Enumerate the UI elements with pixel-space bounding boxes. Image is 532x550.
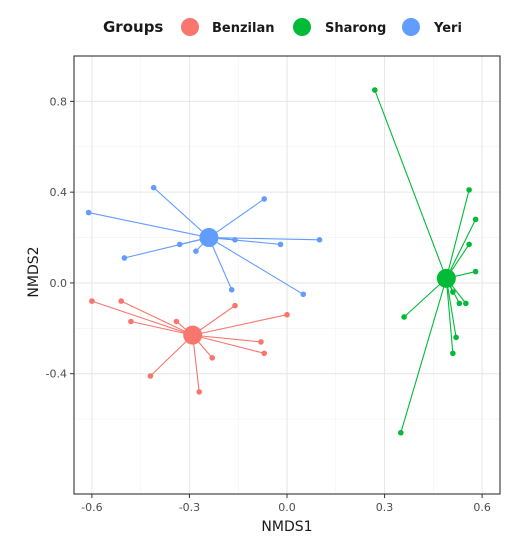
data-point xyxy=(209,355,216,361)
data-point xyxy=(232,237,238,243)
spoke-line xyxy=(192,334,265,354)
legend-label-benzilan: Benzilan xyxy=(212,21,275,36)
data-point xyxy=(147,373,154,379)
spoke-line xyxy=(130,320,193,336)
spoke-line xyxy=(208,237,281,245)
data-point xyxy=(150,184,157,191)
spoke-line xyxy=(403,277,447,318)
data-point xyxy=(316,237,323,243)
spoke-line xyxy=(208,237,320,241)
data-point xyxy=(261,350,268,357)
spoke-line xyxy=(445,278,457,338)
data-point xyxy=(261,196,268,202)
legend-key-benzilan xyxy=(181,18,199,36)
data-point xyxy=(463,300,469,307)
data-point xyxy=(456,300,463,307)
data-point xyxy=(128,318,134,325)
data-point xyxy=(232,302,238,309)
data-point xyxy=(228,286,235,293)
data-point xyxy=(466,187,472,193)
spoke-line xyxy=(192,334,262,343)
spoke-line xyxy=(445,278,454,354)
y-tick-label: -0.4 xyxy=(46,368,67,381)
data-point xyxy=(173,318,180,325)
data-point xyxy=(193,248,199,254)
data-point xyxy=(372,87,378,93)
data-point xyxy=(196,389,202,395)
x-tick-label: 0.0 xyxy=(278,501,296,514)
data-point xyxy=(472,268,479,275)
legend-key-sharong xyxy=(293,18,311,36)
series-yeri xyxy=(85,184,323,298)
data-point xyxy=(258,339,264,345)
centroid-point xyxy=(436,268,456,288)
y-tick-label: 0.0 xyxy=(50,277,68,290)
data-point xyxy=(472,216,479,223)
data-point xyxy=(450,350,456,357)
spoke-line xyxy=(374,89,447,279)
data-point xyxy=(277,241,284,248)
x-tick-label: -0.6 xyxy=(81,501,102,514)
data-point xyxy=(89,298,95,304)
data-point xyxy=(85,209,92,216)
y-tick-label: 0.8 xyxy=(50,95,68,108)
spoke-line xyxy=(400,278,447,433)
data-point xyxy=(401,314,407,320)
x-tick-label: -0.3 xyxy=(179,501,200,514)
legend-label-yeri: Yeri xyxy=(433,21,462,36)
legend-title: Groups xyxy=(103,18,163,36)
spoke-line xyxy=(208,198,265,239)
spoke-line xyxy=(91,300,193,336)
spoke-line xyxy=(88,212,210,239)
data-point xyxy=(453,334,459,341)
y-axis-title: NMDS2 xyxy=(26,246,42,297)
x-tick-label: 0.3 xyxy=(376,501,394,514)
y-tick-label: 0.4 xyxy=(50,186,68,199)
spoke-line xyxy=(150,334,194,377)
spoke-line xyxy=(192,335,200,392)
centroid-point xyxy=(199,228,219,248)
spoke-line xyxy=(445,219,477,279)
spoke-line xyxy=(208,237,304,295)
data-point xyxy=(466,241,472,248)
centroid-point xyxy=(183,325,203,345)
data-point xyxy=(176,241,183,248)
data-point xyxy=(300,291,307,298)
legend: Groups Benzilan Sharong Yeri xyxy=(103,18,462,36)
x-tick-label: 0.6 xyxy=(473,501,491,514)
data-point xyxy=(121,255,128,261)
data-point xyxy=(118,298,124,304)
x-axis-title: NMDS1 xyxy=(261,519,312,535)
data-point xyxy=(450,289,456,295)
legend-key-yeri xyxy=(402,18,420,36)
data-point xyxy=(398,429,404,436)
spoke-line xyxy=(120,300,193,336)
plot-panel: -0.6 -0.3 0.0 0.3 0.6 -0.4 0.0 0.4 0.8 xyxy=(46,55,501,514)
data-point xyxy=(284,311,290,318)
series-sharong xyxy=(372,87,479,436)
series-benzilan xyxy=(89,298,290,395)
spoke-line xyxy=(445,189,470,279)
spoke-line xyxy=(153,187,210,238)
spoke-line xyxy=(192,314,288,336)
legend-label-sharong: Sharong xyxy=(325,21,386,36)
